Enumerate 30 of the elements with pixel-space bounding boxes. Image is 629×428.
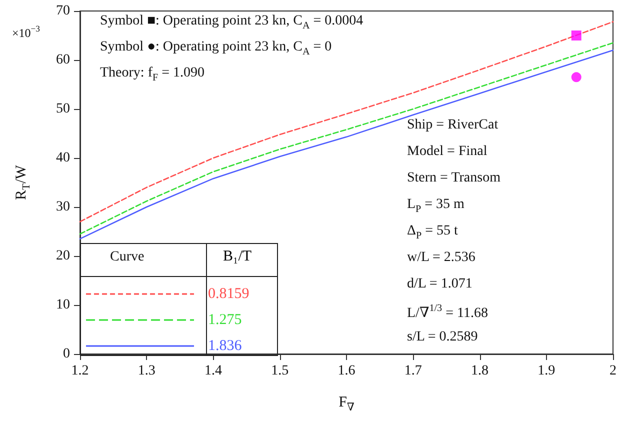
x-tick-label: 1.2 (71, 364, 89, 378)
x-tick-label: 1.9 (538, 364, 556, 378)
y-tick-label: 0 (63, 346, 70, 362)
annotation: Model = Final (407, 144, 488, 159)
legend-title: B₁/T (223, 248, 252, 264)
text: 1.275 (208, 312, 242, 328)
annotation: Ship = RiverCat (407, 118, 498, 132)
x-tick-label: 2 (610, 364, 616, 378)
x-tick-label: 1.8 (471, 364, 488, 378)
annotation: s/L = 0.2589 (407, 330, 478, 344)
y-tick-label: 20 (56, 248, 70, 264)
y-tick-label: 50 (56, 102, 70, 116)
y-tick-label: 60 (56, 52, 70, 68)
y-tick-label: 70 (56, 4, 70, 18)
annotation: d/L = 1.071 (407, 276, 472, 292)
annotation: Curve (110, 250, 144, 264)
x-tick-label: 1.4 (204, 364, 222, 378)
annotation: w/L = 2.536 (407, 250, 476, 265)
x-tick-label: 1.3 (138, 364, 156, 378)
y-tick-label: 10 (56, 298, 70, 312)
y-tick-label: 30 (56, 200, 70, 214)
text: 1.836 (208, 338, 242, 354)
x-tick-label: 1.7 (404, 364, 422, 378)
y-tick-label: 40 (56, 150, 70, 166)
annotation: Stern = Transom (407, 170, 501, 186)
x-axis-title: F∇ (338, 394, 355, 414)
y-axis-title: RT/W (14, 164, 32, 200)
text: 0.8159 (208, 286, 250, 302)
x-tick-label: 1.6 (338, 364, 356, 378)
x-tick-label: 1.5 (271, 364, 289, 378)
